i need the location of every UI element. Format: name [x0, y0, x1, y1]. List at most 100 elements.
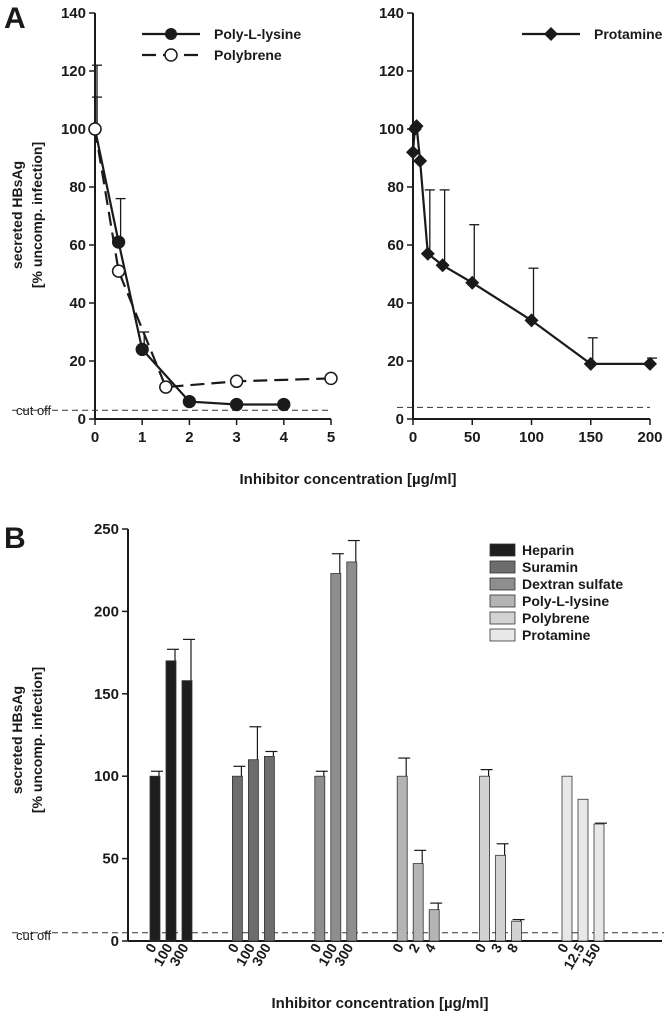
- a-right-series-line-0: [411, 122, 650, 365]
- b-legend-swatch: [489, 611, 516, 625]
- a-right-ytick-label: 60: [387, 237, 404, 254]
- b-legend-label: Protamine: [522, 627, 591, 643]
- a-right-ytick-label: 0: [396, 411, 404, 428]
- b-ytick-label: 100: [94, 768, 119, 785]
- b-legend-swatch: [489, 628, 516, 642]
- b-ytick-label: 200: [94, 603, 119, 620]
- b-ytick-label: 150: [94, 686, 119, 703]
- b-category-label: 300: [331, 940, 357, 968]
- a-right-ytick-label: 120: [379, 63, 404, 80]
- b-ytick-label: 250: [94, 521, 119, 538]
- a-left-point: [111, 264, 126, 278]
- panel-b-xlabel: Inhibitor concentration [µg/ml]: [272, 995, 489, 1012]
- a-right-ytick-label: 80: [387, 179, 404, 196]
- b-bar: [511, 920, 523, 942]
- a-left-ytick-label: 0: [78, 411, 86, 428]
- a-right-xtick-label: 150: [578, 429, 603, 446]
- b-category-label: 300: [166, 940, 192, 968]
- a-left-ytick-label: 20: [69, 353, 86, 370]
- a-left-point: [229, 374, 244, 389]
- b-category-label: 300: [248, 940, 274, 968]
- a-right-xtick-label: 200: [637, 429, 662, 446]
- a-left-ytick-label: 100: [61, 121, 86, 138]
- b-bar: [346, 561, 358, 942]
- a-left-series-line-0: [93, 128, 284, 406]
- a-left-point: [159, 380, 173, 394]
- b-ytick-label: 0: [111, 933, 119, 950]
- b-category-label: 150: [578, 940, 604, 968]
- a-right-ytick-label: 20: [387, 353, 404, 370]
- b-bar: [428, 909, 440, 942]
- panel-a-letter: A: [4, 2, 26, 35]
- a-right-point: [409, 119, 424, 134]
- b-legend-swatch: [489, 594, 516, 608]
- a-left-point: [182, 394, 197, 409]
- b-legend-label: Dextran sulfate: [522, 576, 623, 592]
- a-right-ytick-label: 140: [379, 5, 404, 22]
- a-left-legend-label: Polybrene: [214, 47, 282, 63]
- b-bar: [149, 775, 161, 942]
- panel-a-ylabel-1: secreted HBsAg: [9, 161, 25, 269]
- a-left-point: [111, 235, 126, 249]
- a-right-ytick-label: 40: [387, 295, 404, 312]
- b-legend-swatch: [489, 560, 516, 574]
- a-right-legend-label: Protamine: [594, 26, 663, 42]
- a-left-point: [229, 397, 244, 412]
- a-left-point: [277, 397, 291, 412]
- b-legend-label: Poly-L-lysine: [522, 593, 609, 609]
- b-bar: [593, 823, 605, 942]
- a-left-legend-label: Poly-L-lysine: [214, 26, 301, 42]
- panel-a-ylabel-2: [% uncomp. infection]: [29, 142, 45, 288]
- a-right-legend-marker: [544, 27, 558, 41]
- a-left-series-line-1: [93, 128, 332, 389]
- a-right-point: [420, 246, 435, 261]
- a-left-ytick-label: 120: [61, 63, 86, 80]
- b-bar: [263, 756, 275, 942]
- a-left-ytick-label: 140: [61, 5, 86, 22]
- a-right-xtick-label: 100: [519, 429, 544, 446]
- a-right-xtick-label: 50: [464, 429, 481, 446]
- panel-b-ylabel-1: secreted HBsAg: [9, 686, 25, 794]
- a-right-point: [583, 356, 598, 371]
- b-category-label: 4: [421, 940, 439, 955]
- a-left-xtick-label: 3: [232, 429, 240, 446]
- a-left-xtick-label: 2: [185, 429, 193, 446]
- b-bar: [231, 775, 243, 942]
- a-left-xtick-label: 0: [91, 429, 99, 446]
- b-bar: [412, 863, 424, 942]
- a-right-point: [413, 153, 428, 168]
- a-left-xtick-label: 5: [327, 429, 335, 446]
- b-legend-swatch: [489, 543, 516, 557]
- b-bar: [495, 854, 507, 942]
- panel-b-ylabel-2: [% uncomp. infection]: [29, 667, 45, 813]
- b-bar: [561, 775, 573, 942]
- plot-a-right: 0 20 40 60 80 100 120 140 0 50 100 150 200 Protamine: [379, 5, 663, 446]
- b-category-label: 8: [503, 940, 521, 955]
- b-legend-label: Heparin: [522, 542, 574, 558]
- panel-b-cutoff-label: cut off: [16, 928, 52, 943]
- a-left-point: [324, 371, 338, 386]
- a-left-legend-marker: [164, 48, 178, 62]
- b-bar: [479, 775, 491, 942]
- a-left-xtick-label: 1: [138, 429, 146, 446]
- panel-b-letter: B: [4, 522, 26, 555]
- a-right-point: [465, 275, 480, 290]
- b-legend-label: Suramin: [522, 559, 578, 575]
- panel-a-xlabel: Inhibitor concentration [µg/ml]: [240, 471, 457, 488]
- a-left-ytick-label: 40: [69, 295, 86, 312]
- a-left-point: [88, 122, 102, 136]
- b-bar: [577, 798, 589, 942]
- b-legend-label: Polybrene: [522, 610, 590, 626]
- a-right-point: [435, 258, 450, 273]
- b-legend-swatch: [489, 577, 516, 591]
- b-bar: [247, 759, 259, 942]
- b-bar: [165, 660, 177, 942]
- a-left-legend-marker: [165, 28, 177, 40]
- b-ytick-label: 50: [102, 851, 119, 868]
- a-right-point: [643, 356, 657, 371]
- plot-a-left: 0 20 40 60 80 100 120 140 0 1 2 3 4 5 Poly-L-lysine Pol…: [12, 5, 338, 446]
- b-bar: [181, 680, 193, 942]
- a-left-ytick-label: 80: [69, 179, 86, 196]
